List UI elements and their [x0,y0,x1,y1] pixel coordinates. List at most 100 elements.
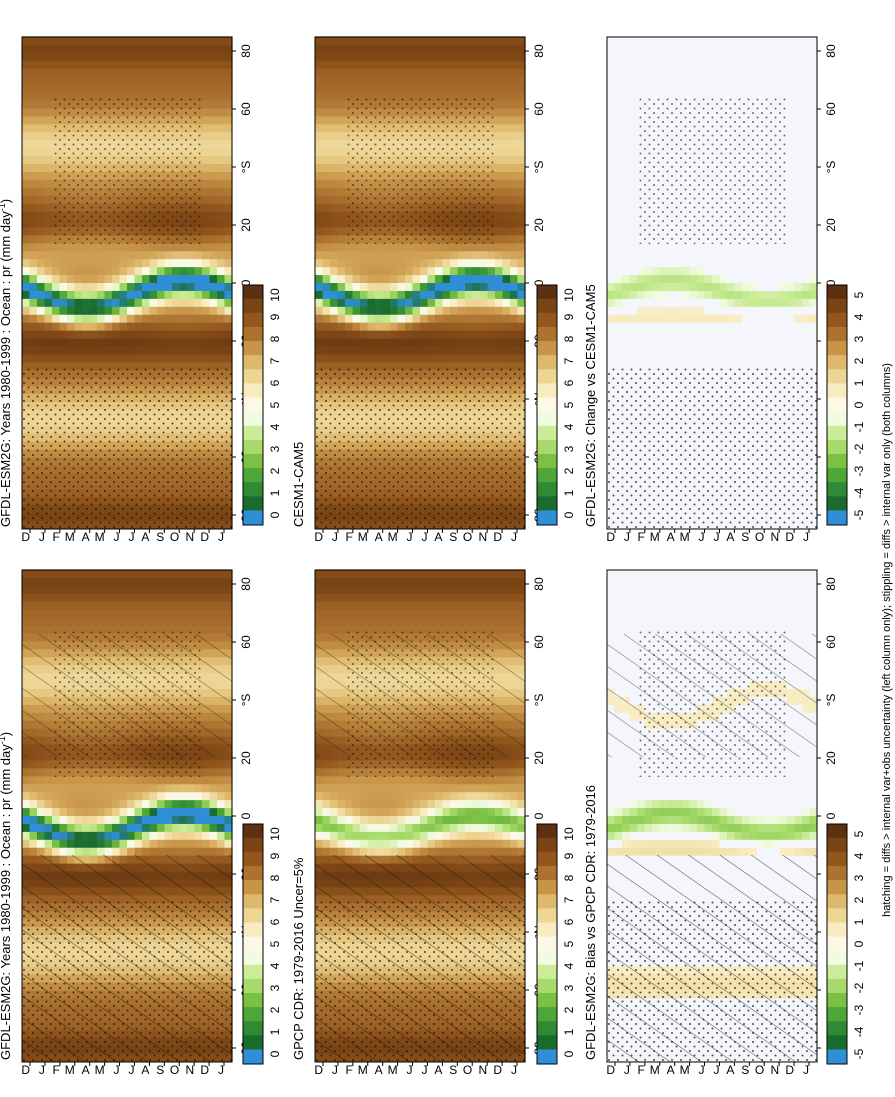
heat-cell [224,577,233,586]
heat-cell [82,52,91,61]
heat-cell [217,123,226,133]
heat-cell [202,783,211,793]
heat-cell [112,282,121,291]
heat-cell [134,266,143,276]
heat-cell [37,107,46,117]
heat-cell [59,617,68,626]
heat-cell [202,179,211,188]
heat-cell [465,815,474,824]
heat-cell [127,617,136,626]
heat-cell [52,306,61,315]
heat-cell [179,76,188,85]
heat-cell [52,322,61,331]
heat-cell [202,76,211,85]
heat-cell [44,274,53,283]
heat-cell [217,767,226,777]
heat-cell [82,593,91,602]
heat-cell [74,306,83,315]
heat-cell [360,775,369,785]
heat-cell [420,799,429,809]
colorbar-segment [243,383,263,398]
month-tick-label: A [141,1063,149,1077]
heat-cell [480,783,489,793]
heat-cell [382,807,391,816]
heat-cell [224,290,233,299]
heat-cell [202,775,211,785]
heat-cell [194,322,203,331]
month-tick-label: J [128,530,134,544]
heat-cell [209,218,218,228]
heat-cell [37,36,46,45]
heat-cell [82,298,91,307]
heat-cell [435,823,444,832]
heat-cell [97,250,106,260]
heat-cell [29,179,38,188]
heat-cell [149,791,158,801]
heat-cell [82,250,91,260]
heat-cell [134,274,143,283]
heat-cell [360,839,369,848]
heat-cell [397,799,406,809]
heat-cell [82,36,91,45]
heat-cell [112,593,121,602]
heat-cell [119,290,128,299]
heat-cell [510,775,519,785]
heat-cell [149,345,158,355]
heat-cell [202,298,211,307]
heat-cell [142,258,151,268]
heat-cell [157,76,166,85]
heat-cell [172,847,181,856]
heat-cell [375,831,384,840]
heat-cell [224,799,233,809]
heat-cell [442,839,451,848]
heat-cell [164,799,173,809]
heat-cell [97,44,106,53]
heat-cell [510,799,519,809]
heat-cell [37,44,46,53]
heat-cell [142,242,151,252]
heat-cell [187,593,196,602]
heat-cell [44,242,53,252]
heat-cell [502,791,511,801]
heat-cell [345,783,354,793]
heat-cell [495,799,504,809]
heat-cell [179,831,188,840]
colorbar-segment [243,468,263,483]
heat-cell [179,52,188,61]
heat-cell [67,44,76,53]
heat-cell [59,242,68,252]
heat-cell [89,601,98,610]
heat-cell [112,44,121,53]
month-tick-label: D [200,1063,209,1077]
heat-cell [217,266,226,276]
heat-cell [74,330,83,339]
heat-cell [157,298,166,307]
heat-cell [164,831,173,840]
heat-cell [322,783,331,793]
heat-cell [37,99,46,109]
heat-cell [22,242,31,252]
heat-cell [104,823,113,832]
heat-cell [142,775,151,785]
heat-cell [22,179,31,188]
heat-cell [127,807,136,816]
heat-cell [37,353,46,363]
heat-cell [157,847,166,856]
heat-cell [29,601,38,610]
heat-cell [59,353,68,363]
heat-cell [217,91,226,101]
heat-cell [224,68,233,77]
heat-cell [29,298,38,307]
heat-cell [104,353,113,363]
heat-cell [322,791,331,801]
heat-cell [119,799,128,809]
heat-cell [224,624,233,634]
heat-cell [74,84,83,93]
heat-cell [202,226,211,236]
heat-cell [224,298,233,307]
heat-cell [209,139,218,149]
heat-cell [382,791,391,801]
heat-cell [194,306,203,315]
heat-cell [209,585,218,594]
heat-cell [330,847,339,856]
